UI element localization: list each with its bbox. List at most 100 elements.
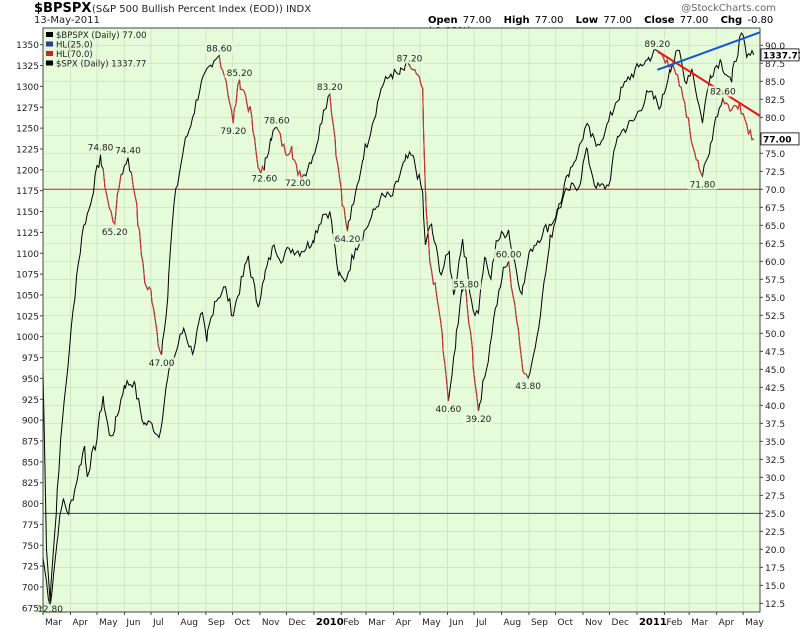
right-tick-label: 87.5 bbox=[765, 60, 785, 70]
x-tick-label: Oct bbox=[234, 618, 250, 628]
annotation-bg bbox=[332, 233, 363, 245]
annotation-bg bbox=[146, 357, 177, 368]
right-tick-label: 47.5 bbox=[765, 348, 785, 358]
annotation-label: 88.60 bbox=[206, 44, 232, 54]
plot-frame bbox=[42, 27, 761, 613]
x-tick-label: 2011 bbox=[639, 617, 667, 628]
right-tick-label: 85.0 bbox=[765, 78, 785, 88]
annotation-label: 85.20 bbox=[227, 69, 253, 79]
annotation-bg bbox=[314, 81, 345, 93]
left-tick-label: 750 bbox=[22, 542, 39, 552]
legend-entry: $SPX (Daily) 1337.77 bbox=[56, 60, 146, 70]
right-tick-label: 37.5 bbox=[765, 420, 785, 430]
right-tick-label: 15.0 bbox=[765, 582, 785, 592]
bpspx-down-segment bbox=[656, 50, 703, 177]
annotation-label: 82.60 bbox=[710, 88, 736, 98]
right-tick-label: 60.0 bbox=[765, 258, 785, 268]
left-tick-label: 1075 bbox=[16, 271, 39, 281]
close-label: Close bbox=[644, 15, 675, 26]
right-tick-label: 27.5 bbox=[765, 492, 785, 502]
right-tick-label: 80.0 bbox=[765, 114, 785, 124]
annotation-bg bbox=[261, 114, 292, 126]
left-tick-label: 825 bbox=[22, 479, 39, 489]
left-tick-label: 675 bbox=[22, 604, 39, 614]
high-label: High bbox=[503, 15, 530, 26]
legend-entry: HL(70.0) bbox=[56, 50, 93, 60]
x-tick-label: Apr bbox=[72, 618, 88, 628]
right-tick-label: 67.5 bbox=[765, 204, 785, 214]
right-tick-label: 45.0 bbox=[765, 366, 785, 376]
right-tick-label: 57.5 bbox=[765, 276, 785, 286]
annotation-bg bbox=[204, 42, 235, 54]
annotation-bg bbox=[35, 603, 66, 615]
annotation-label: 43.80 bbox=[515, 382, 541, 392]
plot-background bbox=[43, 28, 760, 612]
x-tick-label: Dec bbox=[612, 618, 629, 628]
chart-date: 13-May-2011 bbox=[34, 15, 100, 26]
right-tick-label: 75.0 bbox=[765, 150, 785, 160]
x-tick-label: Sep bbox=[531, 618, 548, 628]
annotation-bg bbox=[224, 67, 255, 78]
symbol-description: (S&P 500 Bullish Percent Index (EOD)) IN… bbox=[92, 4, 312, 15]
right-tick-label: 42.5 bbox=[765, 384, 785, 394]
annotation-bg bbox=[687, 178, 718, 190]
annotation-label: 74.40 bbox=[115, 147, 141, 157]
annotation-label: 72.00 bbox=[285, 179, 311, 189]
bpspx-down-segment bbox=[130, 172, 163, 356]
right-tick-label: 65.0 bbox=[765, 222, 785, 232]
annotation-label: 60.00 bbox=[496, 250, 522, 260]
open-value: 77.00 bbox=[462, 15, 492, 26]
spx-last-value: 1337.77 bbox=[763, 51, 800, 61]
left-tick-label: 800 bbox=[22, 500, 39, 510]
spx-last-value-box bbox=[760, 48, 800, 62]
x-tick-label: Oct bbox=[558, 618, 574, 628]
annotation-bg bbox=[85, 142, 116, 153]
x-tick-label: Aug bbox=[504, 618, 522, 628]
right-tick-label: 12.5 bbox=[765, 600, 785, 610]
annotation-bg bbox=[642, 38, 673, 50]
bpspx-down-segment bbox=[508, 261, 529, 379]
low-value: 77.00 bbox=[603, 15, 632, 26]
left-tick-label: 1250 bbox=[16, 125, 39, 135]
right-tick-label: 32.5 bbox=[765, 456, 785, 466]
bpspx-down-segment bbox=[409, 65, 449, 402]
spx-line bbox=[42, 32, 755, 607]
left-tick-label: 875 bbox=[22, 437, 39, 447]
right-tick-label: 70.0 bbox=[765, 186, 785, 196]
right-tick-label: 55.0 bbox=[765, 294, 785, 304]
bpspx-down-segment bbox=[218, 55, 265, 176]
annotation-label: 87.20 bbox=[397, 54, 423, 64]
left-tick-label: 775 bbox=[22, 521, 39, 531]
legend-entry: HL(25.0) bbox=[56, 41, 93, 51]
high-value: 77.00 bbox=[534, 15, 564, 26]
x-tick-label: Feb bbox=[666, 618, 682, 628]
left-tick-label: 1350 bbox=[16, 41, 39, 51]
x-tick-label: Apr bbox=[719, 618, 735, 628]
right-tick-label: 90.0 bbox=[765, 42, 785, 52]
right-tick-label: 82.5 bbox=[765, 96, 785, 106]
annotation-label: 89.20 bbox=[644, 40, 670, 50]
right-tick-label: 72.5 bbox=[765, 168, 785, 178]
bpspx-down-segment bbox=[102, 169, 122, 226]
x-tick-label: May bbox=[422, 618, 441, 628]
left-tick-label: 1225 bbox=[16, 145, 39, 155]
legend-entry: $BPSPX (Daily) 77.00 bbox=[56, 31, 147, 41]
left-tick-label: 700 bbox=[22, 583, 39, 593]
legend-swatch bbox=[46, 32, 53, 37]
right-tick-label: 25.0 bbox=[765, 510, 785, 520]
bpspx-down-segment bbox=[329, 94, 349, 232]
annotation-label: 40.60 bbox=[436, 405, 462, 415]
annotation-label: 79.20 bbox=[220, 127, 246, 137]
annotation-label: 72.60 bbox=[251, 175, 277, 185]
x-tick-label: May bbox=[99, 618, 118, 628]
left-tick-label: 1200 bbox=[16, 166, 39, 176]
left-tick-label: 1150 bbox=[16, 208, 39, 218]
annotation-bg bbox=[394, 52, 425, 64]
right-tick-label: 17.5 bbox=[765, 564, 785, 574]
bpspx-last-value: 77.00 bbox=[763, 135, 791, 145]
annotation-label: 65.20 bbox=[102, 228, 128, 238]
annotation-label: 83.20 bbox=[317, 83, 343, 93]
annotation-label: 39.20 bbox=[466, 415, 492, 425]
x-tick-label: Apr bbox=[396, 618, 412, 628]
